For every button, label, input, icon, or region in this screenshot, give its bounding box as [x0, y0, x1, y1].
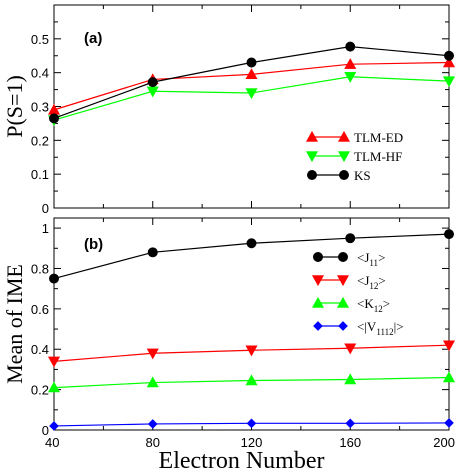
panel-a-legend-label: TLM-ED: [354, 130, 403, 145]
panel-a-point: [245, 68, 258, 80]
panel-b-point: [246, 238, 257, 249]
panel-b-point: [147, 419, 158, 429]
panel-b-ytick-label: 0.4: [31, 342, 49, 357]
panel-a-point: [147, 77, 158, 88]
panel-b-point: [344, 373, 357, 385]
panel-b-ytick-label: 0.2: [31, 383, 49, 398]
panel-b-legend-label: <J12>: [357, 273, 386, 291]
panel-b-legend-marker: [313, 252, 323, 262]
panel-a-ytick-label: 0: [42, 201, 49, 216]
panel-b-point: [442, 340, 456, 352]
panel-b-legend-marker: [313, 321, 323, 331]
panel-b-xtick-label: 40: [45, 435, 59, 450]
panel-b-point: [345, 233, 356, 244]
panel-b-point: [47, 381, 61, 393]
panel-b-ytick-label: 1: [42, 221, 49, 236]
panel-b-legend-marker: [311, 275, 325, 287]
panel-b-ytick-label: 0.6: [31, 302, 49, 317]
panel-a-legend-marker: [339, 170, 349, 180]
panel-b-legend-label: <J11>: [357, 250, 385, 268]
panel-a-ytick-label: 0.2: [31, 133, 49, 148]
panel-b-point: [345, 418, 356, 429]
panel-b-point: [146, 348, 159, 360]
panel-b-xtick-label: 200: [433, 435, 455, 450]
panel-a-frame: [53, 4, 450, 209]
panel-b-point: [49, 273, 59, 284]
panel-a-point: [47, 103, 61, 115]
panel-a-ylabel: P(S=1): [2, 75, 27, 138]
panel-a-point: [345, 41, 356, 52]
panel-a-point: [442, 76, 456, 88]
panel-b-ytick-label: 0: [42, 423, 49, 438]
panel-b-point: [246, 418, 257, 429]
panel-b-point: [344, 343, 357, 355]
panel-a-point: [246, 57, 257, 68]
panel-b-point: [245, 374, 258, 386]
panel-a-legend-label: TLM-HF: [354, 149, 402, 164]
panel-a-series-line: [53, 46, 450, 119]
panel-b-legend-marker: [336, 275, 350, 287]
panel-b-legend-marker: [311, 296, 325, 308]
panel-b-xlabel: Electron Number: [159, 448, 325, 472]
panel-b-point: [49, 421, 59, 431]
panel-b-xtick-label: 80: [146, 435, 160, 450]
panel-b-legend-label: <|V1112|>: [357, 319, 404, 337]
panel-a-legend-label: KS: [354, 168, 371, 183]
panel-b-point: [47, 356, 61, 368]
panel-a-point: [245, 88, 258, 100]
panel-b-xtick-label: 120: [241, 435, 263, 450]
panel-b-point: [442, 371, 456, 383]
panel-b-ylabel: Mean of IME: [2, 264, 27, 384]
panel-a-point: [49, 113, 59, 124]
panel-b-point: [245, 345, 258, 357]
panel-b-xtick-label: 160: [339, 435, 361, 450]
panel-a-point: [344, 58, 357, 69]
panel-b-point: [146, 376, 159, 388]
panel-a-legend-marker: [305, 130, 319, 142]
panel-b-point: [444, 229, 454, 240]
panel-b-frame: [53, 217, 450, 431]
panel-b-ytick-label: 0.8: [31, 261, 49, 276]
panel-a-ytick-label: 0.1: [31, 167, 49, 182]
panel-a-ytick-label: 0.3: [31, 100, 49, 115]
panel-a-label: (a): [84, 30, 102, 47]
panel-a-legend-marker: [307, 170, 317, 180]
panel-b-label: (b): [84, 236, 103, 253]
panel-a-legend-marker: [337, 130, 351, 142]
panel-a-legend-marker: [305, 151, 319, 163]
panel-b-point: [444, 418, 454, 428]
panel-a-ytick-label: 0.5: [31, 32, 49, 47]
panel-a-point: [442, 56, 456, 68]
panel-b-legend-marker: [338, 252, 348, 262]
panel-b-legend-marker: [336, 296, 350, 308]
panel-a-ytick-label: 0.4: [31, 66, 49, 81]
panel-b-legend-marker: [338, 321, 348, 331]
panel-a-point: [444, 50, 454, 61]
panel-b-legend-label: <K12>: [357, 296, 390, 314]
panel-a-point: [344, 72, 357, 83]
panel-a-legend-marker: [337, 151, 351, 163]
panel-b-point: [147, 247, 158, 258]
